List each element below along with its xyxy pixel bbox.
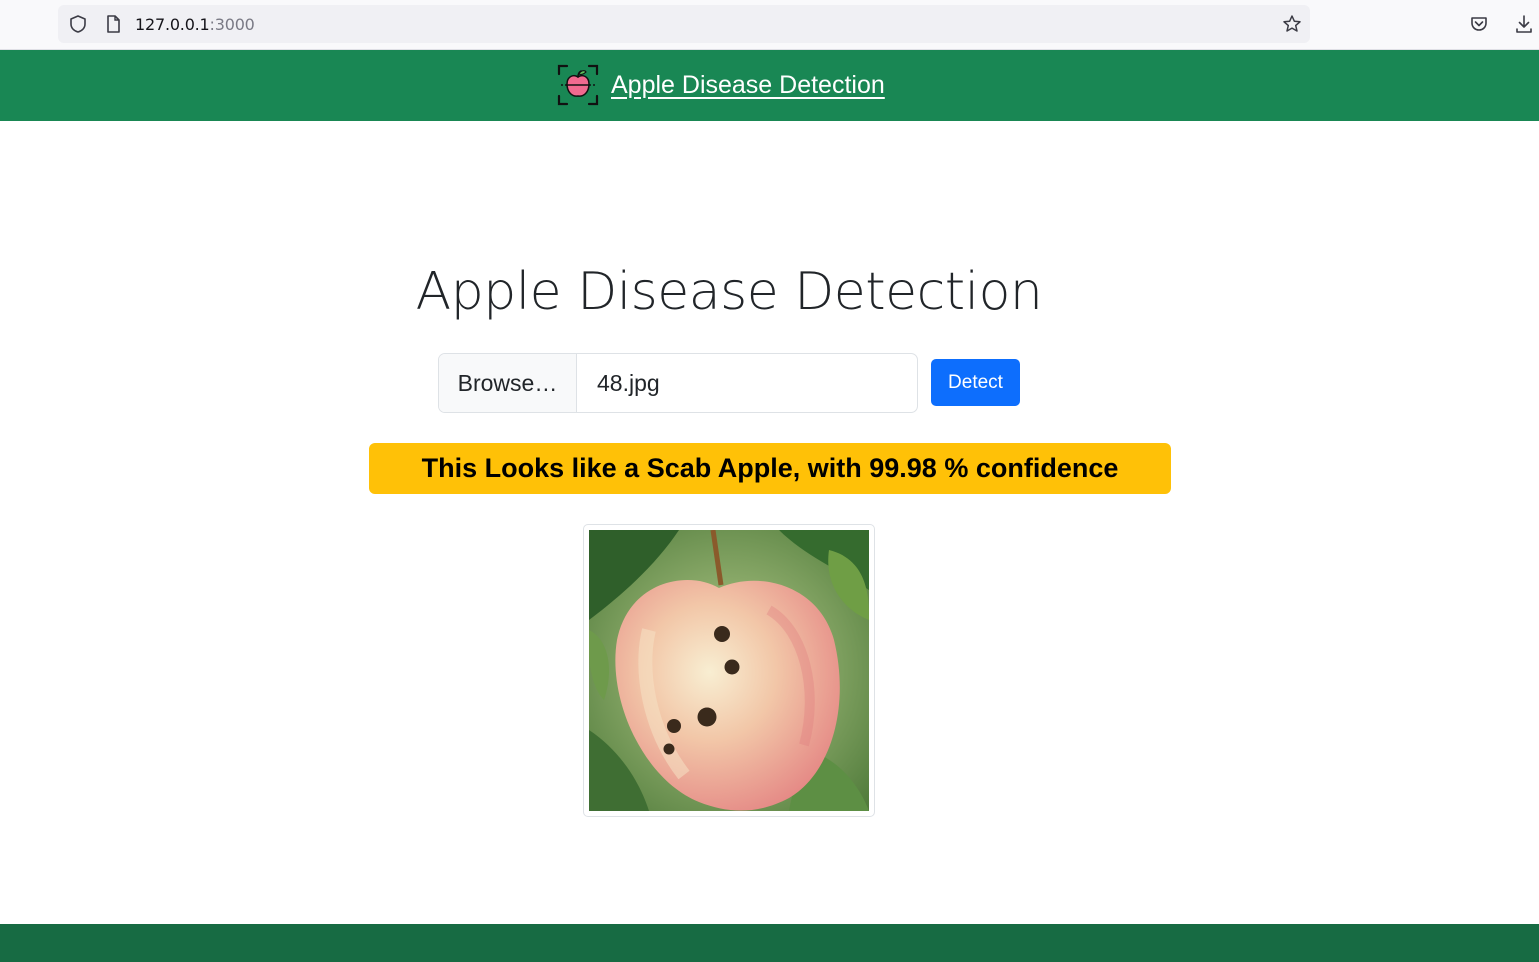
apple-scan-icon — [557, 64, 599, 106]
url-bar[interactable]: 127.0.0.1:3000 — [58, 5, 1310, 43]
bookmark-star-icon[interactable] — [1282, 14, 1302, 34]
shield-icon[interactable] — [68, 14, 88, 34]
page-icon[interactable] — [103, 14, 123, 34]
pocket-icon[interactable] — [1469, 14, 1489, 34]
file-input[interactable]: Browse… 48.jpg — [438, 353, 918, 413]
navbar-brand-link[interactable]: Apple Disease Detection — [557, 63, 885, 107]
url-text[interactable]: 127.0.0.1:3000 — [135, 15, 255, 35]
result-middle: , with — [792, 453, 870, 483]
result-prefix: This Looks like a — [421, 453, 647, 483]
detect-button[interactable]: Detect — [931, 359, 1020, 406]
navbar: Apple Disease Detection — [0, 50, 1539, 121]
browser-toolbar: 127.0.0.1:3000 — [0, 0, 1539, 50]
apple-scab-image — [589, 530, 869, 811]
uploaded-image-thumbnail — [583, 524, 875, 817]
page-title: Apple Disease Detection — [415, 262, 1043, 322]
navbar-brand-text[interactable]: Apple Disease Detection — [611, 70, 885, 99]
footer — [0, 924, 1539, 962]
result-label: Scab Apple — [646, 453, 793, 483]
result-confidence: 99.98 — [869, 453, 937, 483]
selected-file-name[interactable]: 48.jpg — [597, 369, 660, 396]
result-badge: This Looks like a Scab Apple, with 99.98… — [369, 443, 1171, 494]
url-host: 127.0.0.1 — [135, 15, 210, 34]
result-suffix: % confidence — [936, 453, 1119, 483]
url-port: :3000 — [209, 15, 255, 34]
browse-button[interactable]: Browse… — [439, 354, 577, 412]
download-icon[interactable] — [1514, 14, 1534, 34]
